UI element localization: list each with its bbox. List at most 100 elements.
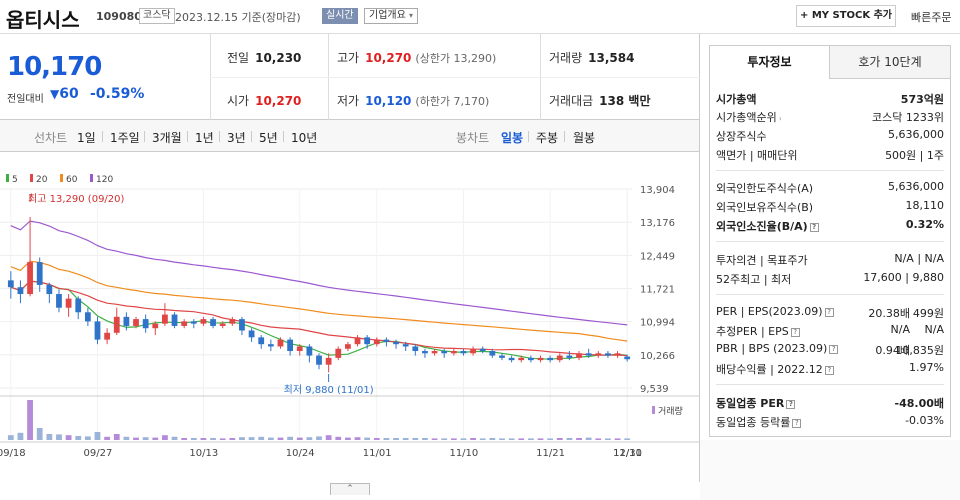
volume-bar (450, 438, 457, 440)
x-tick-label: 10/24 (286, 448, 315, 459)
help-icon[interactable]: ? (792, 419, 802, 428)
tab-daily[interactable]: 일봉 (501, 131, 524, 145)
current-price: 10,170 (7, 52, 102, 82)
volume-bar (422, 438, 428, 440)
divider (283, 131, 284, 142)
candle (17, 287, 24, 295)
tab-monthly[interactable]: 월봉 (573, 131, 596, 145)
candle (614, 353, 621, 356)
candle (296, 346, 303, 352)
period-1w[interactable]: 1주일 (110, 131, 140, 145)
x-tick-label: 11/30 (613, 448, 642, 459)
info-row-market-cap-rank[interactable]: 시가총액순위 › 코스닥 1233위 (716, 109, 944, 127)
info-row-sector-per: 동일업종 PER? -48.00배 (716, 395, 944, 413)
info-label: 동일업종 PER? (716, 395, 796, 411)
legend-swatch (30, 174, 33, 182)
volume-bar (412, 438, 419, 440)
volume-bar (65, 435, 72, 440)
tab-investment-info[interactable]: 투자정보 (710, 46, 830, 79)
company-info-dropdown[interactable]: 기업개요 ▾ (364, 8, 419, 24)
candle (219, 323, 226, 326)
info-value: 10,835원 (895, 344, 944, 357)
change-value: ▼60 (50, 86, 79, 102)
candle (287, 339, 293, 352)
y-tick-label: 13,904 (640, 185, 675, 196)
candle (248, 330, 255, 338)
candle (537, 357, 544, 361)
tab-orderbook-10[interactable]: 호가 10단계 (830, 46, 950, 79)
info-label: PBR | BPS (2023.09)? (716, 342, 839, 355)
volume-bar (364, 437, 371, 440)
x-tick-label: 10/13 (189, 448, 218, 459)
info-row-est-per: 추정PER | EPS? N/A N/A (716, 323, 944, 341)
candle (576, 353, 582, 358)
volume-bar (190, 438, 197, 440)
help-icon[interactable]: ? (790, 328, 800, 337)
volume-bar (518, 438, 525, 440)
price-chart[interactable]: 13,904 13,176 12,449 11,721 10,994 10,266 9,53… (0, 152, 700, 482)
legend-swatch (60, 174, 63, 182)
help-icon[interactable]: ? (809, 223, 819, 232)
candle (75, 298, 82, 313)
quick-order-link[interactable]: 빠른주문 (911, 11, 952, 24)
stat-value: 10,120 (365, 94, 412, 108)
help-icon[interactable]: ? (824, 366, 834, 375)
add-my-stock-button[interactable]: + MY STOCK 추가 (796, 5, 896, 27)
stat-volume: 거래량 13,584 (549, 49, 634, 66)
volume-bar (383, 438, 390, 440)
candle (441, 351, 448, 354)
volume-bar (219, 438, 226, 440)
info-value: -0.03% (905, 414, 944, 427)
y-tick-label: 13,176 (640, 218, 675, 229)
stock-code: 109080 (96, 10, 142, 23)
volume-bar (595, 438, 602, 440)
candle (181, 321, 188, 326)
legend-swatch (90, 174, 93, 182)
period-1y[interactable]: 1년 (195, 131, 214, 145)
lower-limit: (하한가 7,170) (415, 95, 490, 108)
volume-bar (499, 438, 505, 440)
volume-bar (624, 438, 631, 440)
volume-bar (354, 437, 361, 440)
candle-chart-label[interactable]: 봉차트 (456, 131, 490, 145)
period-10y[interactable]: 10년 (291, 131, 318, 145)
divider (716, 294, 944, 295)
info-label: 액면가 | 매매단위 (716, 149, 798, 162)
period-1d[interactable]: 1일 (77, 131, 96, 145)
realtime-button[interactable]: 실시간 (322, 8, 358, 24)
help-icon[interactable]: ? (786, 400, 796, 409)
period-3m[interactable]: 3개월 (152, 131, 182, 145)
info-value: -48.00배 (894, 397, 944, 410)
volume-bar (537, 438, 544, 440)
volume-bar (46, 434, 53, 440)
candle (152, 323, 159, 329)
y-tick-label: 9,539 (640, 384, 669, 395)
volume-bar (133, 437, 139, 440)
stat-value: 138 백만 (599, 94, 651, 108)
info-value: N/A (890, 323, 910, 336)
info-label: 투자의견 | 목표주가 (716, 254, 808, 267)
candle (422, 351, 428, 354)
candle (402, 344, 409, 347)
x-tick-label: 09/27 (83, 448, 112, 459)
info-row-52week: 52주최고 | 최저 17,600 | 9,880 (716, 271, 944, 289)
period-5y[interactable]: 5년 (259, 131, 278, 145)
volume-bar (277, 437, 284, 440)
info-value: 499원 (912, 307, 944, 320)
x-tick-label: 11/21 (536, 448, 565, 459)
info-label-text: 추정PER | EPS (716, 325, 789, 338)
candle (595, 353, 602, 356)
chevron-down-icon: ▾ (409, 11, 414, 20)
volume-bar (373, 438, 380, 440)
candle (364, 337, 371, 345)
info-row-market-cap: 시가총액 573억원 (716, 91, 944, 109)
info-label-text: PBR | BPS (2023.09) (716, 342, 828, 355)
help-icon[interactable]: ? (829, 345, 839, 354)
period-3y[interactable]: 3년 (227, 131, 246, 145)
line-chart-label[interactable]: 선차트 (34, 131, 68, 145)
help-icon[interactable]: ? (824, 308, 834, 317)
resize-handle[interactable]: ⌃ (330, 483, 370, 495)
info-value: 17,600 | 9,880 (863, 271, 944, 284)
info-row-par-value: 액면가 | 매매단위 500원 | 1주 (716, 147, 944, 165)
tab-weekly[interactable]: 주봉 (536, 131, 559, 145)
